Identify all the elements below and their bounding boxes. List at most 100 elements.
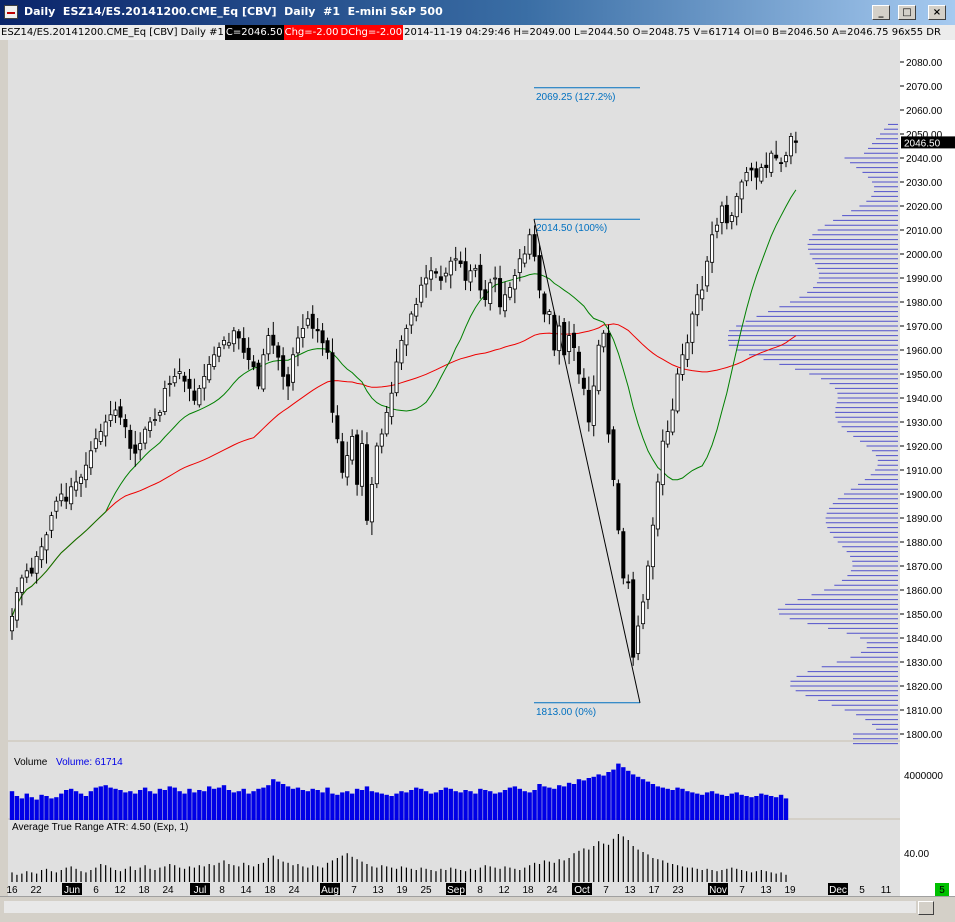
- atr-axis-label: 40.00: [904, 849, 929, 860]
- volume-bar: [695, 793, 700, 820]
- volume-bar: [542, 786, 547, 820]
- volume-bar: [394, 793, 399, 820]
- scroll-track[interactable]: [4, 901, 916, 913]
- candle-body: [69, 486, 74, 505]
- fibonacci-retracement[interactable]: 2069.25 (127.2%) 2014.50 (100%) 1813.00 (0…: [533, 87, 641, 718]
- price-chart[interactable]: 2080.00 2070.00 2060.00 2050.00 2040.00 2030.…: [0, 40, 955, 896]
- volume-bar: [709, 791, 715, 820]
- price-tick-label: 1960.00: [906, 346, 943, 357]
- price-axis-background: [900, 40, 955, 896]
- candle-body: [483, 289, 488, 300]
- date-axis: 16 22 Jun 6 12 18 24 Jul 8 14 18 24 Aug 7 13 19 25 Sep 8 12…: [6, 883, 892, 896]
- bottom-right-badge: [935, 883, 949, 896]
- candle-body: [286, 374, 291, 387]
- date-tick-label: 11: [881, 885, 892, 896]
- candle-body: [404, 327, 409, 346]
- candle-body: [281, 355, 286, 377]
- horizontal-scrollbar[interactable]: [0, 896, 955, 919]
- candle-body: [93, 438, 98, 449]
- volume-bar: [468, 791, 473, 820]
- month-tick-background: [828, 883, 848, 895]
- price-tick-label: 1830.00: [906, 658, 943, 669]
- price-tick-label: 2010.00: [906, 226, 943, 237]
- volume-bar: [606, 772, 611, 820]
- volume-bar: [14, 796, 20, 820]
- candle-body: [478, 264, 483, 291]
- volume-bar: [167, 786, 172, 820]
- date-tick-label: 7: [603, 885, 609, 896]
- candle-body: [734, 195, 739, 218]
- title-bar[interactable]: Daily ESZ14/ES.20141200.CME_Eq [CBV] Dai…: [0, 0, 955, 25]
- candle-body: [335, 415, 340, 440]
- volume-bar: [93, 787, 99, 820]
- chart-app-icon[interactable]: [4, 5, 18, 19]
- volume-bar: [290, 788, 296, 820]
- price-tick-label: 1900.00: [906, 490, 943, 501]
- date-tick-label: 24: [546, 885, 558, 896]
- candle-body: [542, 293, 547, 315]
- date-tick-label: Oct: [574, 885, 590, 896]
- candle-body: [226, 342, 231, 346]
- date-tick-label: 8: [477, 885, 483, 896]
- candle-body: [552, 315, 557, 351]
- minimize-button[interactable]: _: [872, 5, 890, 20]
- volume-bar: [340, 792, 345, 820]
- volume-bar: [349, 793, 355, 820]
- volume-bar: [202, 791, 207, 820]
- volume-bar: [744, 796, 749, 820]
- volume-bar: [458, 792, 463, 820]
- candle-body: [59, 493, 64, 502]
- candle-body: [433, 271, 438, 274]
- volume-bars: [9, 763, 789, 820]
- candle-body: [83, 464, 88, 481]
- candle-body: [320, 330, 325, 344]
- month-tick-background: [320, 883, 340, 895]
- date-tick-label: 25: [420, 885, 432, 896]
- volume-bar: [266, 785, 271, 820]
- volume-bar: [295, 787, 301, 820]
- candle-body: [350, 435, 355, 461]
- candle-body: [384, 411, 389, 435]
- date-tick-label: 22: [30, 885, 42, 896]
- candle-body: [305, 318, 310, 326]
- volume-bar: [389, 796, 394, 820]
- price-tick-label: 2070.00: [906, 82, 943, 93]
- volume-bar: [256, 788, 261, 820]
- candle-body: [345, 455, 350, 478]
- date-tick-label: 23: [672, 885, 684, 896]
- maximize-button[interactable]: □: [898, 5, 916, 20]
- scroll-thumb[interactable]: [918, 901, 934, 915]
- date-tick-label: 13: [760, 885, 772, 896]
- volume-bar: [448, 788, 453, 820]
- volume-bar: [98, 786, 103, 820]
- candle-body: [493, 277, 498, 280]
- volume-bar: [39, 794, 44, 820]
- volume-bar: [128, 791, 133, 820]
- atr-pane-label: Average True Range ATR: 4.50 (Exp, 1): [12, 822, 188, 833]
- candle-body: [443, 272, 448, 277]
- volume-bar: [192, 792, 197, 820]
- volume-bar: [285, 786, 291, 820]
- volume-bar: [497, 792, 503, 820]
- candle-body: [49, 515, 54, 531]
- date-tick-label: 12: [498, 885, 510, 896]
- candle-body: [355, 434, 360, 485]
- atr-bars: [11, 834, 787, 882]
- candle-body: [572, 332, 577, 349]
- close-button[interactable]: ×: [928, 5, 946, 20]
- volume-bar: [660, 787, 665, 820]
- price-tick-label: 2080.00: [906, 58, 943, 69]
- volume-bar: [764, 794, 769, 820]
- volume-bar: [300, 790, 306, 820]
- candle-body: [463, 261, 468, 281]
- volume-profile: [728, 123, 898, 745]
- volume-bar: [680, 788, 685, 820]
- candle-body: [172, 375, 177, 384]
- volume-pane-label: Volume: [14, 757, 48, 768]
- candle-body: [424, 277, 429, 285]
- volume-bar: [216, 787, 222, 820]
- candle-body: [300, 327, 305, 338]
- candle-body: [527, 234, 532, 255]
- candle-body: [714, 224, 719, 232]
- candle-body: [749, 167, 754, 171]
